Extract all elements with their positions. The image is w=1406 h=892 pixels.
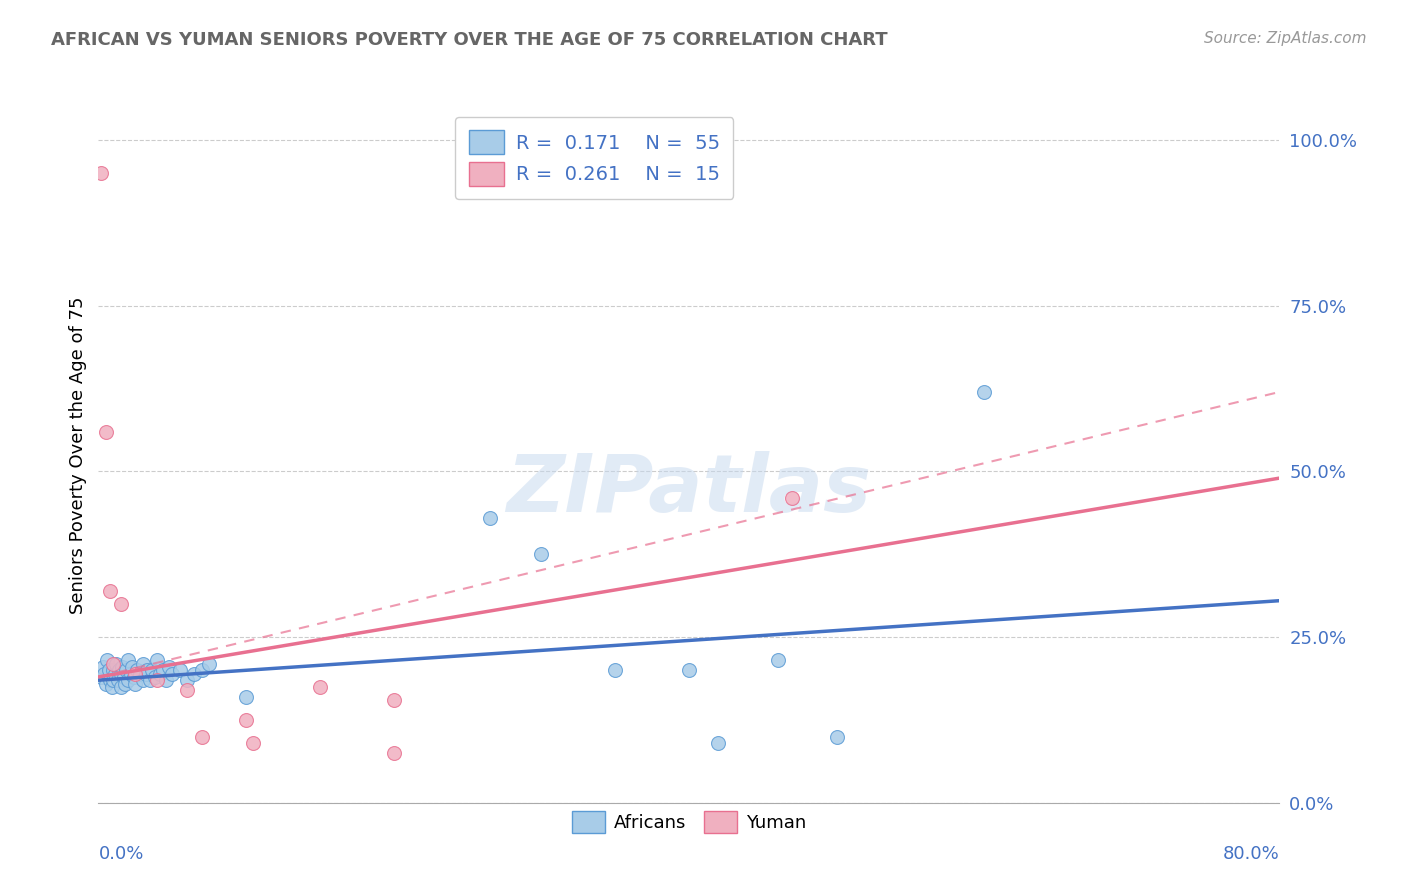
Point [132,673,155,688]
Point [382,746,405,760]
Point [198,657,221,671]
Point [114,676,136,690]
Point [235,713,257,727]
Point [117,653,139,667]
Point [125,663,148,677]
Point [111,660,134,674]
Point [157,660,180,674]
Point [382,693,405,707]
Point [103,673,125,688]
Point [121,660,143,674]
Point [115,663,138,677]
Point [678,663,700,677]
Point [141,663,163,677]
Point [124,676,146,690]
Point [766,653,789,667]
Point [103,663,125,677]
Point [98,583,121,598]
Point [91,660,114,674]
Point [782,491,804,505]
Y-axis label: Seniors Poverty Over the Age of 75: Seniors Poverty Over the Age of 75 [69,296,87,614]
Text: ZIPatlas: ZIPatlas [506,450,872,529]
Point [105,657,128,671]
Point [98,673,121,688]
Point [139,673,162,688]
Point [825,730,848,744]
Point [146,653,169,667]
Point [132,657,155,671]
Point [107,673,129,688]
Text: 80.0%: 80.0% [1223,845,1279,863]
Point [707,736,730,750]
Point [191,730,214,744]
Point [530,547,553,561]
Point [176,673,198,688]
Point [122,670,145,684]
Point [146,673,169,688]
Point [605,663,627,677]
Text: 0.0%: 0.0% [98,845,143,863]
Point [110,597,132,611]
Point [103,657,125,671]
Point [117,673,139,688]
Point [149,666,172,681]
Point [242,736,264,750]
Point [108,663,131,677]
Point [94,425,117,439]
Point [176,683,198,698]
Point [478,511,501,525]
Point [90,670,112,684]
Point [112,670,135,684]
Point [235,690,257,704]
Point [120,666,142,681]
Point [110,680,132,694]
Point [309,680,332,694]
Point [128,666,150,681]
Point [124,666,146,681]
Point [973,384,995,399]
Point [104,666,127,681]
Point [183,666,205,681]
Point [136,663,159,677]
Legend: Africans, Yuman: Africans, Yuman [562,803,815,842]
Point [155,673,177,688]
Point [135,666,157,681]
Point [143,670,166,684]
Point [110,666,132,681]
Point [90,166,112,180]
Text: AFRICAN VS YUMAN SENIORS POVERTY OVER THE AGE OF 75 CORRELATION CHART: AFRICAN VS YUMAN SENIORS POVERTY OVER TH… [51,31,887,49]
Point [169,663,191,677]
Point [94,676,117,690]
Point [96,653,118,667]
Point [100,680,122,694]
Text: Source: ZipAtlas.com: Source: ZipAtlas.com [1204,31,1367,46]
Point [162,666,183,681]
Point [97,663,120,677]
Point [191,663,214,677]
Point [93,666,115,681]
Point [152,663,174,677]
